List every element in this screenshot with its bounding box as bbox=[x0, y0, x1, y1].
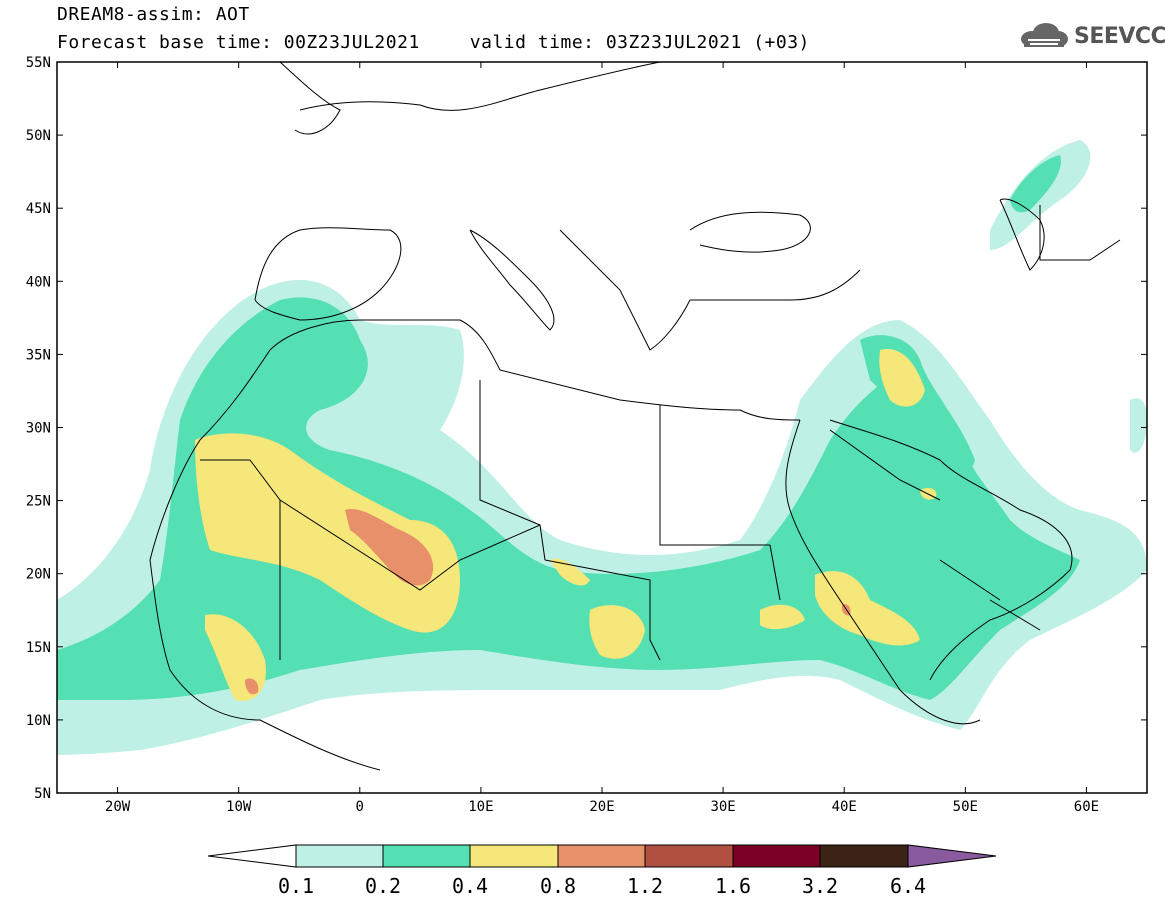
aot-band-0.4-sudan bbox=[760, 604, 805, 630]
colorbar-segment bbox=[382, 844, 471, 868]
colorbar-label: 3.2 bbox=[802, 874, 838, 898]
colorbar-label: 6.4 bbox=[890, 874, 926, 898]
colorbar-label: 1.6 bbox=[715, 874, 751, 898]
lon-label: 50E bbox=[953, 799, 978, 815]
cloud-logo-icon bbox=[1021, 23, 1068, 47]
aot-band-0.2-caspian bbox=[1010, 155, 1061, 213]
seevccc-logo: SEEVCCC bbox=[1018, 22, 1165, 50]
lat-label: 35N bbox=[26, 347, 51, 363]
lat-label: 55N bbox=[26, 55, 51, 71]
coast-europe-north bbox=[299, 62, 661, 111]
aot-band-0.8-west bbox=[245, 678, 259, 695]
lat-label: 5N bbox=[34, 786, 51, 802]
aot-band-0.8 bbox=[345, 509, 434, 586]
coastlines bbox=[149, 62, 1121, 771]
border-mali-algeria bbox=[200, 380, 546, 660]
coast-caspian bbox=[999, 198, 1045, 271]
coast-balkans-greece bbox=[559, 229, 691, 351]
aot-band-0.4-chad bbox=[589, 605, 645, 659]
colorbar-high-arrow bbox=[907, 844, 997, 868]
longitude-axis: 20W 10W 0 10E 20E 30E 40E 50E 60E bbox=[105, 62, 1099, 815]
colorbar-label: 1.2 bbox=[627, 874, 663, 898]
lat-label: 50N bbox=[26, 128, 51, 144]
border-arabia bbox=[829, 429, 1041, 631]
lon-label: 20W bbox=[105, 799, 131, 815]
lon-label: 60E bbox=[1074, 799, 1099, 815]
lat-label: 40N bbox=[26, 274, 51, 290]
lon-label: 0 bbox=[356, 799, 364, 815]
aot-band-0.4-eritrea bbox=[815, 571, 920, 646]
coast-italy bbox=[469, 229, 555, 331]
colorbar-segment bbox=[732, 844, 821, 868]
colorbar-segment bbox=[469, 844, 559, 868]
lat-label: 10N bbox=[26, 713, 51, 729]
colorbar-label: 0.8 bbox=[540, 874, 576, 898]
aot-band-0.4-iraq bbox=[879, 349, 925, 407]
valid-time: valid time: 03Z23JUL2021 (+03) bbox=[469, 32, 810, 53]
coast-west-africa bbox=[149, 559, 381, 771]
colorbar-label: 0.4 bbox=[452, 874, 488, 898]
colorbar-segment bbox=[295, 844, 384, 868]
lat-label: 30N bbox=[26, 421, 51, 437]
lat-label: 25N bbox=[26, 494, 51, 510]
aot-band-0.1-east bbox=[1130, 398, 1147, 453]
coast-turkey bbox=[689, 269, 861, 301]
lon-label: 30E bbox=[710, 799, 735, 815]
aot-band-0.1-libya bbox=[400, 336, 460, 395]
coast-levant-redsea bbox=[785, 419, 981, 725]
map-title: DREAM8-assim: AOT bbox=[57, 4, 250, 25]
aot-band-0.4-niger bbox=[550, 558, 590, 586]
coast-black-sea bbox=[689, 211, 811, 253]
lon-label: 40E bbox=[832, 799, 857, 815]
logo-text: SEEVCCC bbox=[1074, 23, 1165, 49]
coast-north-africa bbox=[149, 319, 801, 561]
colorbar-segment bbox=[819, 844, 909, 868]
border-central-asia bbox=[1039, 205, 1121, 261]
latitude-axis: 55N 50N 45N 40N 35N 30N 25N 20N 15N 10N 5N bbox=[26, 55, 1147, 802]
coast-iberia bbox=[254, 227, 402, 321]
lat-label: 15N bbox=[26, 640, 51, 656]
aot-field bbox=[57, 140, 1147, 755]
time-info: Forecast base time: 00Z23JUL2021 valid ti… bbox=[57, 32, 810, 53]
aot-band-0.4 bbox=[195, 433, 460, 633]
coast-arabia bbox=[829, 419, 1073, 681]
coast-british-isles bbox=[279, 62, 341, 135]
border-sudan-chad bbox=[544, 544, 781, 661]
colorbar-low-arrow bbox=[207, 844, 297, 868]
colorbar-label: 0.1 bbox=[278, 874, 314, 898]
lat-label: 45N bbox=[26, 201, 51, 217]
base-time: Forecast base time: 00Z23JUL2021 bbox=[57, 32, 420, 53]
colorbar-label: 0.2 bbox=[365, 874, 401, 898]
lat-label: 20N bbox=[26, 567, 51, 583]
border-egypt bbox=[659, 405, 770, 546]
colorbar-segment bbox=[557, 844, 646, 868]
colorbar-segment bbox=[644, 844, 734, 868]
colorbar: 0.1 0.2 0.4 0.8 1.2 1.6 3.2 6.4 bbox=[207, 844, 997, 898]
lon-label: 20E bbox=[589, 799, 614, 815]
lon-label: 10E bbox=[468, 799, 493, 815]
lon-label: 10W bbox=[226, 799, 252, 815]
